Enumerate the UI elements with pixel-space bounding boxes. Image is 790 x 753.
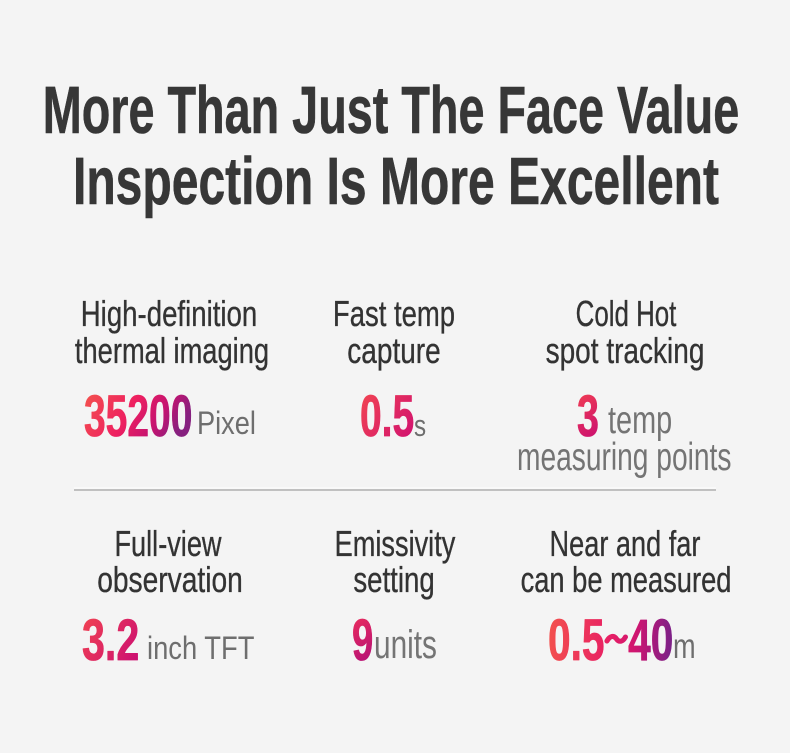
svg-text:40: 40 [628, 608, 673, 673]
svg-text:0.5: 0.5 [360, 385, 414, 450]
svg-text:35200: 35200 [84, 385, 192, 450]
svg-text:3: 3 [577, 384, 599, 449]
svg-text:3.2: 3.2 [82, 607, 139, 673]
svg-text:9: 9 [352, 610, 373, 674]
svg-text:0.5: 0.5 [548, 608, 604, 673]
